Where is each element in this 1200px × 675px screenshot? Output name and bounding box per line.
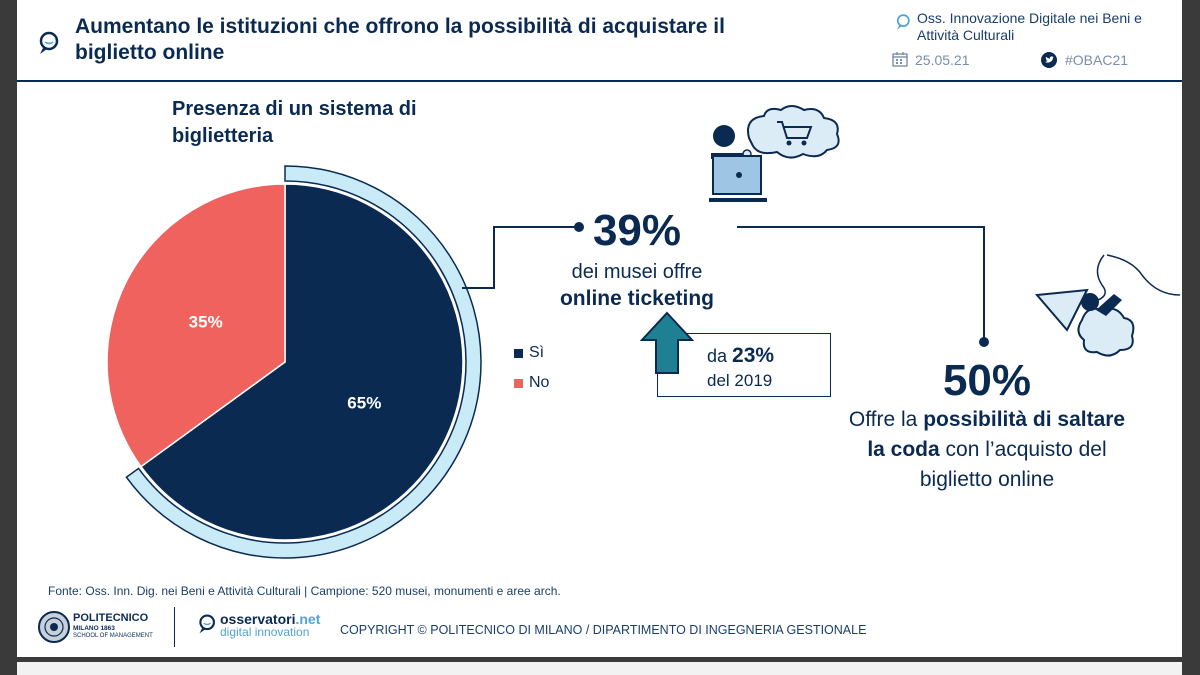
legend-label-si: Sì: [529, 344, 545, 361]
legend-label-no: No: [529, 374, 550, 391]
osservatori-tagline: digital innovation: [220, 625, 310, 639]
page-title: Aumentano le istituzioni che offrono la …: [75, 15, 725, 64]
pie-slice-si: [139, 183, 464, 541]
polimi-logo: [38, 611, 70, 643]
stat-39-value: 39%: [592, 206, 682, 255]
logo-divider: [174, 607, 175, 647]
comparison-value: da 23%: [707, 344, 775, 367]
copyright: COPYRIGHT © POLITECNICO DI MILANO / DIPA…: [340, 623, 867, 637]
calendar-icon: [892, 52, 908, 67]
comparison-year: del 2019: [707, 371, 773, 390]
osservatori-logo-icon: [199, 614, 215, 634]
chart-title: Presenza di un sistema di biglietteria: [172, 98, 417, 147]
stat-50-value: 50%: [942, 356, 1032, 405]
source-label: Oss. Innovazione Digitale nei Beni e Att…: [917, 10, 1142, 43]
pie-slice-no: [106, 183, 286, 468]
header-divider: [17, 80, 1182, 82]
person-computer-icon: [709, 105, 840, 202]
legend-swatch-no: [514, 379, 523, 388]
osservatori-brand: osservatori.net: [220, 611, 321, 627]
bottom-strip: [17, 662, 1182, 675]
up-arrow-icon: [639, 311, 695, 374]
polimi-sub1: MILANO 1863: [73, 625, 115, 632]
hashtag-label: #OBAC21: [1065, 52, 1129, 68]
connector-lines: [462, 222, 989, 347]
pie-label-no: 35%: [189, 313, 223, 332]
legend-swatch-si: [514, 349, 523, 358]
stat-39-line1: dei musei offre: [571, 261, 703, 283]
polimi-name: POLITECNICO: [73, 612, 149, 624]
polimi-sub2: SCHOOL OF MANAGEMENT: [73, 633, 153, 639]
pie-chart: 65% 35%: [106, 165, 482, 559]
stat-50-text: Offre la possibilità di saltare la coda …: [848, 408, 1126, 491]
magnifier-chat-icon-small: [896, 14, 910, 30]
slide: Aumentano le istituzioni che offrono la …: [17, 0, 1182, 657]
date-label: 25.05.21: [915, 52, 970, 68]
pie-highlight-band: [125, 165, 482, 559]
magnifier-chat-icon: [39, 31, 59, 54]
stat-39-line2: online ticketing: [559, 287, 714, 310]
comparison-box: [657, 333, 831, 397]
twitter-icon[interactable]: [1041, 52, 1057, 68]
pie-label-si: 65%: [347, 393, 381, 412]
person-skipping-queue-icon: [1034, 254, 1181, 357]
source-note: Fonte: Oss. Inn. Dig. nei Beni e Attivit…: [48, 584, 561, 598]
